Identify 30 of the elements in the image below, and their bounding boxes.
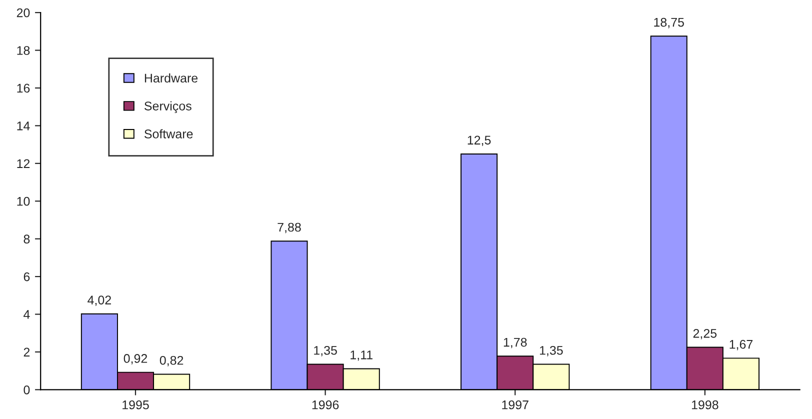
data-label: 1,67: [730, 340, 753, 350]
y-tick-label: 20: [16, 8, 30, 18]
legend-label: Hardware: [144, 73, 198, 83]
data-label: 2,25: [693, 328, 717, 340]
x-tick-label: 1998: [692, 400, 718, 410]
data-label: 1,35: [540, 346, 563, 356]
data-label: 18,75: [654, 18, 684, 28]
y-tick-label: 16: [17, 84, 30, 93]
x-tick-label: 1995: [122, 400, 149, 410]
x-tick-label: 1996: [312, 400, 339, 410]
y-tick-label: 10: [17, 196, 30, 206]
data-label: 4,02: [88, 296, 111, 306]
data-label: 7,88: [278, 222, 301, 234]
y-tick-label: 14: [17, 122, 30, 130]
y-tick-label: 12: [17, 159, 30, 168]
y-tick-label: 2: [24, 348, 30, 356]
x-tick-label: 1997: [502, 400, 528, 410]
data-label: 1,11: [350, 350, 372, 361]
y-tick-label: 18: [17, 46, 30, 55]
y-tick-label: 4: [24, 310, 30, 319]
data-label: 0,92: [124, 354, 148, 364]
legend-label: Software: [144, 129, 193, 138]
y-tick-label: 8: [24, 234, 30, 244]
data-label: 1,78: [504, 338, 527, 348]
y-tick-label: 0: [24, 385, 30, 394]
y-tick-label: 6: [24, 272, 30, 282]
legend-label: Serviços: [144, 101, 192, 113]
data-label: 1,35: [314, 346, 337, 356]
data-label: 0,82: [160, 356, 184, 366]
data-label: 12,5: [468, 136, 491, 146]
